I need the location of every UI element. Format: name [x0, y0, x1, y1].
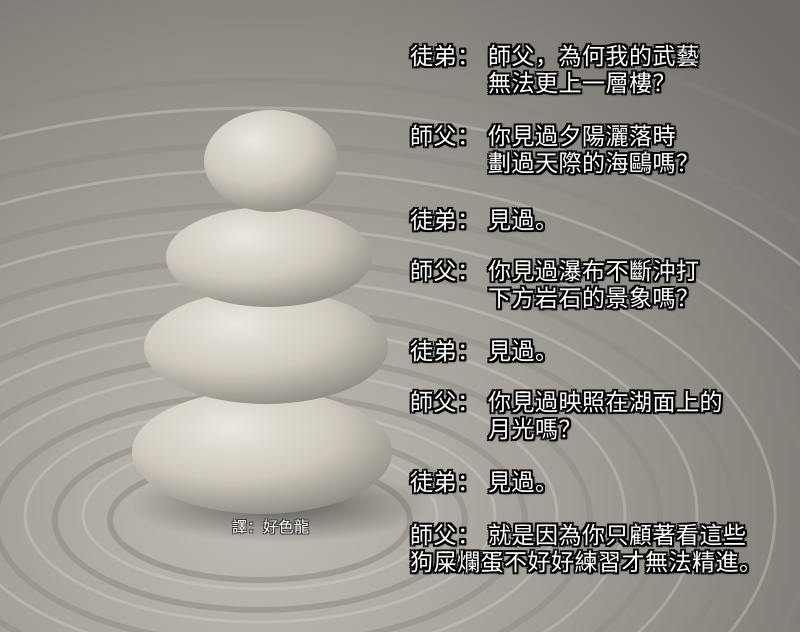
dialogue-line: 無法更上一層樓？ — [488, 71, 676, 97]
dialogue-line: 就是因為你只顧著看這些 — [488, 523, 747, 549]
dialogue-text: 見過。 — [488, 208, 559, 235]
dialogue-text: 你見過瀑布不斷沖打 下方岩石的景象嗎？ — [488, 259, 700, 313]
dialogue-line: 月光嗎？ — [488, 417, 582, 443]
dialogue-text: 見過。 — [488, 339, 559, 366]
dialogue-line: 你見過映照在湖面上的 — [488, 390, 723, 416]
dialogue-turn: 徒弟： 見過。 — [410, 470, 795, 497]
speaker-label: 師父： — [410, 390, 481, 416]
speaker-label: 師父： — [410, 124, 481, 150]
translator-credit: 譯：好色龍 — [232, 518, 310, 536]
dialogue-turn: 師父： 你見過映照在湖面上的 月光嗎？ — [410, 390, 795, 444]
dialogue-turn: 師父： 就是因為你只顧著看這些 狗屎爛蛋不好好練習才無法精進。 — [410, 523, 795, 577]
dialogue: 徒弟： 師父，為何我的武藝 無法更上一層樓？ 師父： 你見過夕陽灑落時 劃過天際… — [410, 44, 795, 577]
dialogue-text: 見過。 — [488, 470, 559, 497]
dialogue-turn: 師父： 你見過瀑布不斷沖打 下方岩石的景象嗎？ — [410, 259, 795, 313]
speaker-label: 徒弟： — [410, 44, 481, 70]
dialogue-turn: 徒弟： 師父，為何我的武藝 無法更上一層樓？ — [410, 44, 795, 98]
speaker-label: 徒弟： — [410, 339, 481, 365]
stone-third — [144, 290, 388, 404]
speaker-label: 徒弟： — [410, 208, 481, 234]
dialogue-line: 狗屎爛蛋不好好練習才無法精進。 — [410, 550, 763, 576]
dialogue-line: 師父，為何我的武藝 — [488, 44, 700, 70]
stacked-stones — [132, 110, 392, 514]
dialogue-line: 見過。 — [488, 339, 559, 365]
speaker-label: 師父： — [410, 259, 481, 285]
dialogue-turn: 師父： 你見過夕陽灑落時 劃過天際的海鷗嗎？ — [410, 124, 795, 178]
dialogue-text: 就是因為你只顧著看這些 狗屎爛蛋不好好練習才無法精進。 — [410, 523, 763, 577]
dialogue-line: 劃過天際的海鷗嗎？ — [488, 151, 700, 177]
dialogue-line: 見過。 — [488, 208, 559, 234]
dialogue-line: 你見過夕陽灑落時 — [488, 124, 676, 150]
stone-bottom — [132, 390, 392, 514]
dialogue-turn: 徒弟： 見過。 — [410, 208, 795, 235]
stone-top — [204, 110, 338, 212]
dialogue-line: 你見過瀑布不斷沖打 — [488, 259, 700, 285]
dialogue-text: 你見過映照在湖面上的 月光嗎？ — [488, 390, 723, 444]
stone-second — [166, 207, 372, 307]
dialogue-text: 你見過夕陽灑落時 劃過天際的海鷗嗎？ — [488, 124, 700, 178]
dialogue-line: 下方岩石的景象嗎？ — [488, 286, 700, 312]
speaker-label: 徒弟： — [410, 470, 481, 496]
speaker-label: 師父： — [410, 523, 481, 549]
dialogue-turn: 徒弟： 見過。 — [410, 339, 795, 366]
dialogue-text: 師父，為何我的武藝 無法更上一層樓？ — [488, 44, 700, 98]
dialogue-line: 見過。 — [488, 470, 559, 496]
